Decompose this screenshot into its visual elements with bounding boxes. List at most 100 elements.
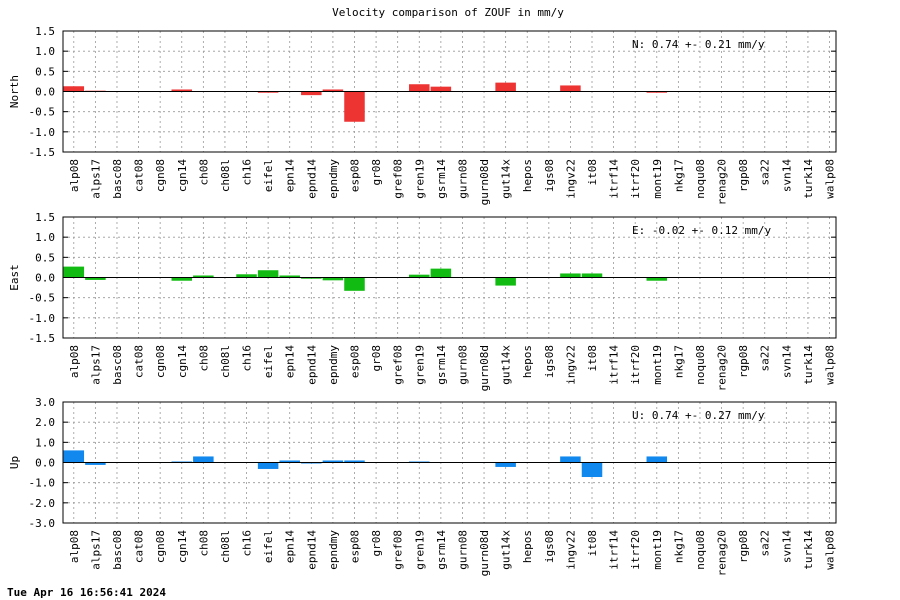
x-tick-label: alps17 xyxy=(89,159,102,199)
x-tick-label: gut14x xyxy=(500,530,513,570)
y-tick-label: 0.5 xyxy=(35,65,55,78)
y-tick-label: 0.0 xyxy=(35,457,55,470)
x-tick-label: gref08 xyxy=(392,345,405,385)
x-tick-label: rgp08 xyxy=(737,345,750,378)
bar-epndmy xyxy=(322,460,344,463)
x-tick-label: ch08 xyxy=(197,159,210,186)
x-tick-label: epn14 xyxy=(284,159,297,192)
x-tick-label: gurn08 xyxy=(456,159,469,199)
x-tick-label: cat08 xyxy=(133,530,146,563)
x-tick-label: eifel xyxy=(262,159,275,192)
bar-gut14x xyxy=(495,462,516,467)
x-tick-label: svn14 xyxy=(780,159,793,192)
x-tick-label: gurn08d xyxy=(478,345,491,391)
x-tick-label: it08 xyxy=(586,345,599,372)
bar-cgn14 xyxy=(171,277,193,281)
x-tick-label: rgp08 xyxy=(737,159,750,192)
x-tick-label: renag20 xyxy=(716,530,729,576)
x-tick-label: alp08 xyxy=(68,159,81,192)
bar-ch16 xyxy=(236,274,257,278)
x-tick-label: gren19 xyxy=(413,530,426,570)
bar-eifel xyxy=(257,91,279,93)
x-tick-label: noqu08 xyxy=(694,345,707,385)
y-tick-label: -1.5 xyxy=(29,146,56,159)
bar-it08 xyxy=(581,462,603,478)
x-tick-label: hepos xyxy=(521,159,534,192)
bar-gut14x xyxy=(495,82,516,92)
x-tick-label: itrf20 xyxy=(629,530,642,570)
stats-annotation: U: 0.74 +- 0.27 mm/y xyxy=(632,409,765,422)
bar-gren19 xyxy=(409,84,430,92)
y-tick-label: 0.0 xyxy=(35,272,55,285)
chart-title: Velocity comparison of ZOUF in mm/y xyxy=(332,6,564,19)
bar-epn14 xyxy=(279,275,300,278)
x-tick-label: mont19 xyxy=(651,159,664,199)
bar-epnd14 xyxy=(301,462,322,464)
stats-annotation: N: 0.74 +- 0.21 mm/y xyxy=(632,38,765,51)
x-tick-label: hepos xyxy=(521,345,534,378)
y-tick-label: 0.5 xyxy=(35,251,55,264)
bar-ingv22 xyxy=(560,85,581,92)
x-tick-label: renag20 xyxy=(716,345,729,391)
y-tick-label: 0.0 xyxy=(35,86,55,99)
y-tick-label: 1.0 xyxy=(35,436,55,449)
x-tick-label: gurn08d xyxy=(478,159,491,205)
x-tick-label: gref08 xyxy=(392,530,405,570)
bar-gsrm14 xyxy=(430,86,452,92)
x-tick-label: basc08 xyxy=(111,345,124,385)
x-tick-label: epndmy xyxy=(327,345,340,385)
x-tick-label: ingv22 xyxy=(564,530,577,570)
x-tick-label: it08 xyxy=(586,530,599,557)
y-tick-label: 3.0 xyxy=(35,396,55,409)
x-tick-label: gurn08d xyxy=(478,530,491,576)
x-tick-label: igs08 xyxy=(543,530,556,563)
x-tick-label: eifel xyxy=(262,345,275,378)
x-tick-label: epnd14 xyxy=(305,345,318,385)
plot-frame xyxy=(62,30,837,153)
y-tick-label: 1.5 xyxy=(35,25,55,38)
x-tick-label: it08 xyxy=(586,159,599,186)
x-tick-label: ch08l xyxy=(219,159,232,192)
bar-alps17 xyxy=(85,462,106,465)
y-axis-label: North xyxy=(8,75,21,108)
plot-frame xyxy=(62,216,837,339)
x-tick-label: cgn08 xyxy=(154,159,167,192)
bar-mont19 xyxy=(646,91,668,93)
bar-esp08 xyxy=(344,460,365,463)
x-tick-label: mont19 xyxy=(651,530,664,570)
x-tick-label: epnd14 xyxy=(305,159,318,199)
x-tick-label: gr08 xyxy=(370,159,383,186)
x-tick-label: epnd14 xyxy=(305,530,318,570)
bar-mont19 xyxy=(646,456,668,463)
y-axis-label: Up xyxy=(8,456,21,469)
y-tick-label: -1.5 xyxy=(29,332,56,345)
x-tick-label: cat08 xyxy=(133,345,146,378)
bar-gren19 xyxy=(409,461,430,463)
x-tick-label: turk14 xyxy=(802,345,815,385)
y-tick-label: -0.5 xyxy=(29,292,56,305)
x-tick-label: igs08 xyxy=(543,345,556,378)
x-tick-label: alps17 xyxy=(89,345,102,385)
x-tick-label: cgn08 xyxy=(154,345,167,378)
x-tick-label: nkg17 xyxy=(672,345,685,378)
x-tick-label: mont19 xyxy=(651,345,664,385)
x-tick-label: basc08 xyxy=(111,159,124,199)
x-tick-label: esp08 xyxy=(348,530,361,563)
x-tick-label: alp08 xyxy=(68,345,81,378)
x-tick-label: itrf14 xyxy=(608,530,621,570)
x-tick-label: noqu08 xyxy=(694,159,707,199)
x-tick-label: hepos xyxy=(521,530,534,563)
bar-eifel xyxy=(257,270,279,278)
y-tick-label: -0.5 xyxy=(29,106,56,119)
y-tick-label: 2.0 xyxy=(35,416,55,429)
stats-annotation: E: -0.02 +- 0.12 mm/y xyxy=(632,224,771,237)
x-tick-label: svn14 xyxy=(780,530,793,563)
bar-ingv22 xyxy=(560,273,581,278)
bar-it08 xyxy=(581,273,603,278)
bar-cgn14 xyxy=(171,461,193,463)
y-tick-label: -3.0 xyxy=(29,517,56,530)
bar-eifel xyxy=(257,462,279,469)
panel-up: 3.0 2.0 1.0 0.0 -1.0 -2.0 -3.0 U: 0.74 +- 0.27 … xyxy=(8,396,837,576)
x-tick-label: itrf14 xyxy=(608,159,621,199)
